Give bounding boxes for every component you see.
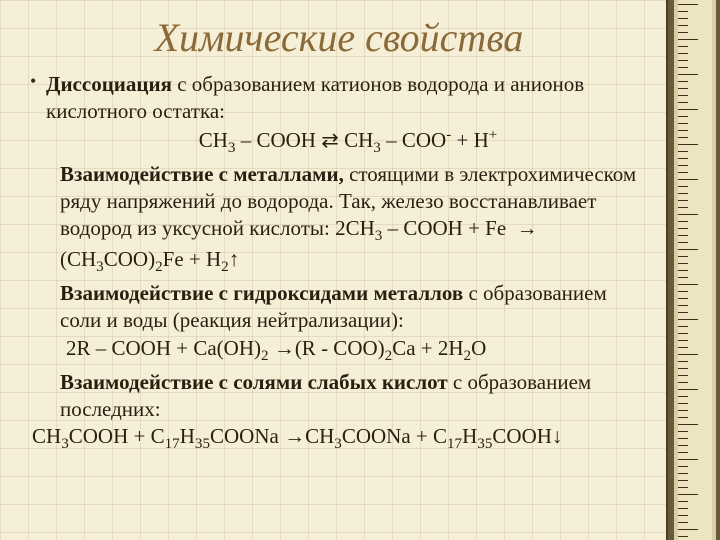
ruler-tick (678, 263, 688, 264)
section-metals: Взаимодействие с металлами, стоящими в э… (46, 161, 650, 278)
ruler-tick (678, 319, 698, 320)
ruler-tick (678, 368, 688, 369)
ruler-tick (678, 221, 688, 222)
ruler-tick (678, 522, 688, 523)
slide-background: Химические свойства Диссоциация с образо… (0, 0, 720, 540)
bold-term: Диссоциация (46, 72, 172, 96)
section-text: Диссоциация с образованием катионов водо… (46, 71, 650, 125)
ruler-tick (678, 361, 688, 362)
ruler-tick (678, 312, 688, 313)
ruler-tick (678, 515, 688, 516)
equation-dissociation: CH3 – COOH ⇄ CH3 – COO- + H+ (46, 127, 650, 157)
bold-term: Взаимодействие с гидроксидами металлов (60, 281, 463, 305)
ruler-tick (678, 235, 688, 236)
ruler-tick (678, 452, 688, 453)
bullet-list: Диссоциация с образованием катионов водо… (28, 71, 650, 422)
section-dissociation: Диссоциация с образованием катионов водо… (28, 71, 650, 422)
ruler-tick (678, 53, 688, 54)
ruler-tick (678, 291, 688, 292)
ruler-tick (678, 151, 688, 152)
ruler-tick (678, 466, 688, 467)
ruler-tick (678, 228, 688, 229)
ruler-tick (678, 200, 688, 201)
ruler-tick (678, 130, 688, 131)
ruler-tick (678, 298, 688, 299)
ruler-tick (678, 123, 688, 124)
ruler-tick (678, 277, 688, 278)
ruler-tick (678, 410, 688, 411)
page-title: Химические свойства (28, 14, 650, 61)
ruler-tick (678, 172, 688, 173)
ruler-tick (678, 354, 698, 355)
ruler-tick (678, 333, 688, 334)
ruler-tick (678, 501, 688, 502)
ruler-tick (678, 179, 698, 180)
ruler-tick (678, 431, 688, 432)
ruler-tick (678, 39, 698, 40)
ruler-tick (678, 88, 688, 89)
ruler-tick (678, 424, 698, 425)
ruler-decoration (666, 0, 720, 540)
ruler-tick (678, 137, 688, 138)
ruler-tick (678, 144, 698, 145)
ruler-tick (678, 480, 688, 481)
ruler-tick (678, 186, 688, 187)
ruler-tick (678, 536, 688, 537)
ruler-tick (678, 102, 688, 103)
ruler-tick (678, 494, 698, 495)
bold-term: Взаимодействие с солями слабых кислот (60, 370, 448, 394)
ruler-tick (678, 32, 688, 33)
ruler-tick (678, 25, 688, 26)
ruler-tick (678, 4, 698, 5)
ruler-tick (678, 60, 688, 61)
ruler-tick (678, 256, 688, 257)
ruler-tick (678, 81, 688, 82)
ruler-tick (678, 459, 698, 460)
equation-hydroxides: 2R – COOH + Ca(OH)2 →(R - COO)2Ca + 2H2O (46, 336, 650, 365)
ruler-tick (678, 270, 688, 271)
section-salts: Взаимодействие с солями слабых кислот с … (46, 369, 650, 423)
content-area: Химические свойства Диссоциация с образо… (0, 0, 660, 458)
ruler-tick (678, 508, 688, 509)
ruler-tick (678, 340, 688, 341)
ruler-tick (678, 11, 688, 12)
ruler-tick (678, 109, 698, 110)
bold-term: Взаимодействие с металлами, (60, 162, 344, 186)
ruler-tick (678, 193, 688, 194)
ruler-tick (678, 46, 688, 47)
ruler-tick (678, 529, 698, 530)
ruler-tick (678, 403, 688, 404)
ruler-tick (678, 473, 688, 474)
ruler-tick (678, 389, 698, 390)
ruler-tick (678, 417, 688, 418)
ruler-tick (678, 382, 688, 383)
ruler-tick (678, 347, 688, 348)
ruler-tick (678, 284, 698, 285)
ruler-tick (678, 375, 688, 376)
ruler-tick (678, 67, 688, 68)
section-hydroxides: Взаимодействие с гидроксидами металлов с… (46, 280, 650, 334)
ruler-tick (678, 438, 688, 439)
ruler-tick (678, 242, 688, 243)
ruler-tick (678, 249, 698, 250)
ruler-tick (678, 326, 688, 327)
ruler-tick (678, 18, 688, 19)
ruler-tick (678, 207, 688, 208)
ruler-tick (678, 214, 698, 215)
ruler-tick (678, 165, 688, 166)
ruler-tick (678, 158, 688, 159)
ruler-tick (678, 95, 688, 96)
ruler-tick (678, 487, 688, 488)
ruler-tick (678, 445, 688, 446)
ruler-tick (678, 396, 688, 397)
ruler-tick (678, 305, 688, 306)
ruler-face (678, 0, 712, 540)
ruler-tick (678, 74, 698, 75)
ruler-tick (678, 116, 688, 117)
equation-salts: CH3COOH + C17H35COONa →CH3COONa + C17H35… (28, 424, 650, 453)
